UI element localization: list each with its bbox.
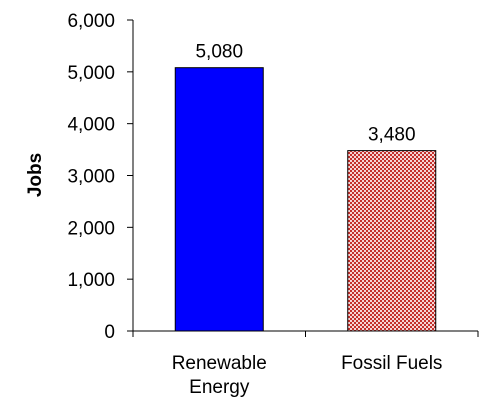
y-tick-label: 2,000 — [67, 218, 115, 239]
bars — [174, 67, 437, 332]
y-tick-label: 4,000 — [67, 115, 115, 136]
y-tick-label: 5,000 — [67, 63, 115, 84]
y-tick-label: 3,000 — [67, 167, 115, 188]
category-label-line: Renewable — [172, 353, 267, 374]
data-labels: 5,080 3,480 — [195, 42, 415, 146]
category-label: Fossil Fuels — [341, 353, 442, 374]
y-axis: 0 1,000 2,000 3,000 4,000 5,000 6,000 — [67, 11, 134, 343]
data-label: 3,480 — [368, 125, 416, 146]
category-label-line: Fossil Fuels — [341, 353, 442, 374]
data-label: 5,080 — [195, 42, 243, 63]
category-label: Renewable Energy — [172, 353, 267, 398]
y-tick-label: 1,000 — [67, 270, 115, 291]
bar-1 — [347, 150, 437, 332]
category-label-line: Energy — [189, 377, 250, 398]
y-tick-label: 0 — [104, 322, 115, 343]
x-axis: Renewable Energy Fossil Fuels — [132, 330, 479, 398]
y-axis-title: Jobs — [25, 153, 46, 197]
y-tick-label: 6,000 — [67, 11, 115, 32]
bar-0 — [174, 67, 264, 332]
